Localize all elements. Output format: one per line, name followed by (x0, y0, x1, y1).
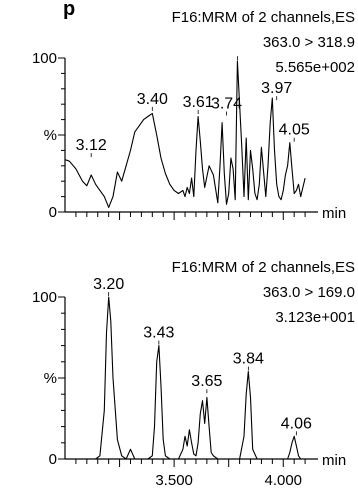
chart-1-peak-label: 3.43 (143, 325, 174, 342)
chart-1-peak-label: 3.65 (191, 373, 222, 390)
chart-0-header-line-2: 5.565e+002 (275, 59, 355, 76)
chart-1-peak-label: 3.84 (233, 351, 264, 368)
chart-0-x-unit: min (322, 205, 346, 222)
chart-1-header-line-0: F16:MRM of 2 channels,ES (172, 259, 355, 276)
chart-0-peak-label: 3.61 (183, 94, 214, 111)
chart-0-peak-label: 3.97 (261, 80, 292, 97)
chart-0-peak-label: 3.12 (76, 137, 107, 154)
chart-1-x-unit: min (322, 452, 346, 469)
chart-1-peak-label: 4.06 (281, 415, 312, 432)
chart-0-peak-label: 4.05 (279, 122, 310, 139)
chart-0-trace (64, 60, 306, 208)
chart-1-peak-label: 3.20 (93, 276, 124, 293)
header-fragment: p (63, 0, 75, 20)
chart-0-y-tick-label: % (44, 127, 57, 144)
chart-1-x-tick-label: 3.500 (155, 472, 193, 489)
chart-1-y-tick-label: 100 (32, 289, 57, 306)
chart-1-x-tick-label: 4.000 (264, 472, 302, 489)
chart-0-header-line-1: 363.0 > 318.9 (263, 34, 355, 51)
chart-1-y-tick-label: 0 (49, 451, 57, 468)
chart-0-peak-label: 3.74 (211, 96, 242, 113)
chart-1-trace (65, 296, 306, 460)
chart-1-header-line-2: 3.123e+001 (275, 309, 355, 326)
chart-0-y-tick-label: 100 (32, 50, 57, 67)
chart-1-header-line-1: 363.0 > 169.0 (263, 284, 355, 301)
chart-0-header-line-0: F16:MRM of 2 channels,ES (172, 9, 355, 26)
chart-1-y-tick-label: % (44, 370, 57, 387)
chart-0-y-tick-label: 0 (49, 204, 57, 221)
chart-0-peak-label: 3.40 (137, 91, 168, 108)
